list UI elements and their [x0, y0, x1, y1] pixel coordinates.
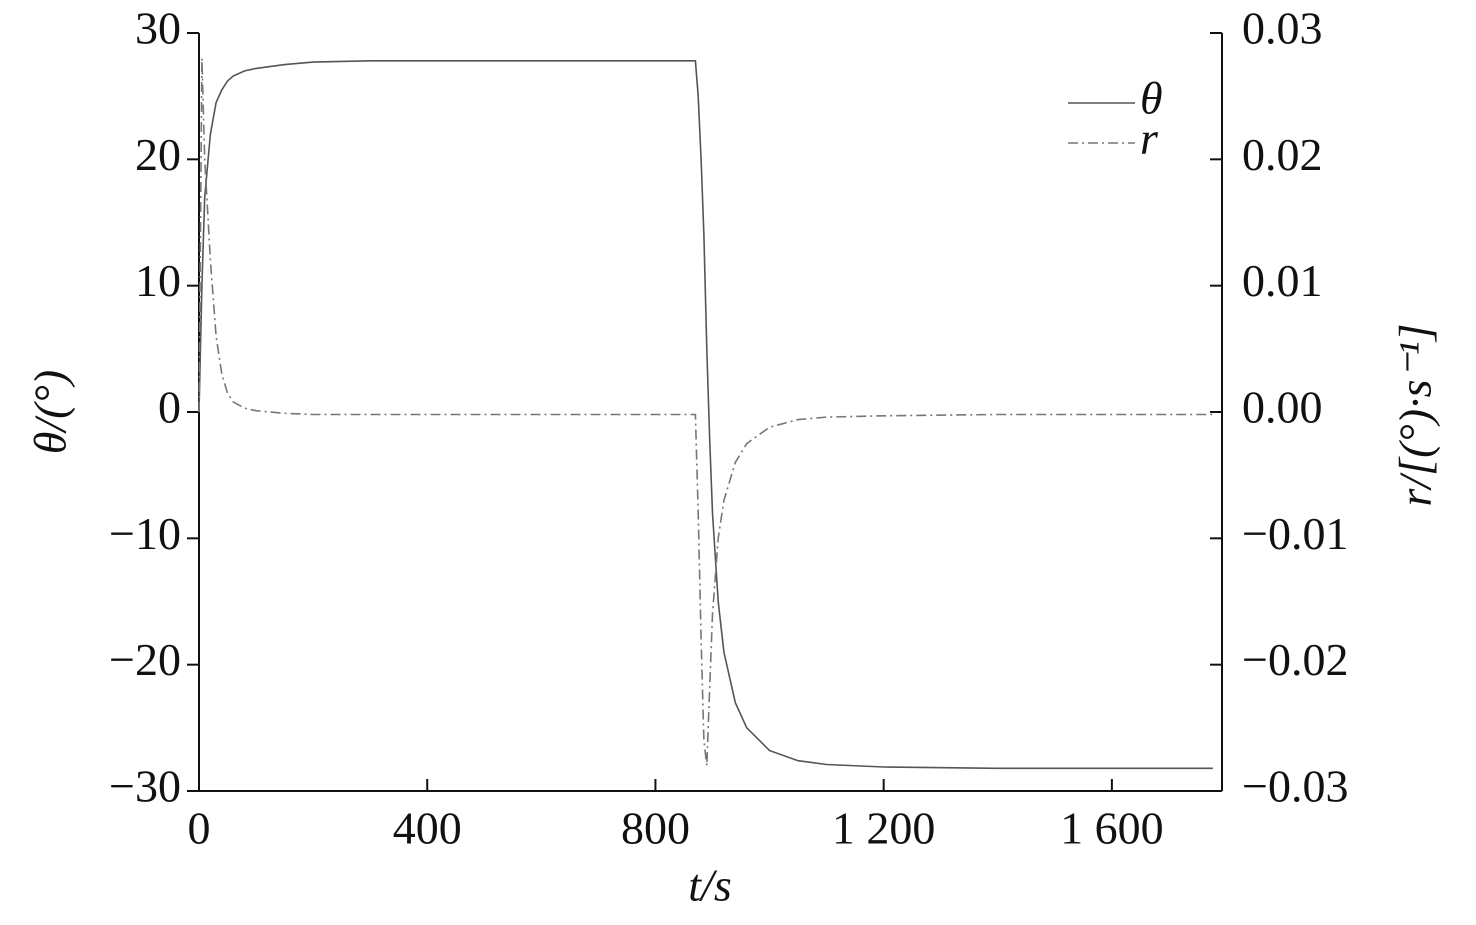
y-tick-label: 0	[158, 382, 181, 433]
y2-axis-label: r/[(°)·s⁻¹]	[1390, 324, 1441, 507]
y-tick-label: 30	[135, 3, 181, 54]
y-tick-label: −10	[109, 508, 181, 559]
y-tick-label: 20	[135, 129, 181, 180]
legend-label: θ	[1140, 73, 1163, 124]
x-tick-label: 0	[188, 803, 211, 854]
series-line	[198, 60, 1213, 770]
y2-tick-label: −0.03	[1242, 761, 1348, 812]
y2-tick-label: 0.03	[1242, 3, 1323, 54]
x-tick-label: 800	[621, 803, 690, 854]
y-tick-label: 10	[135, 255, 181, 306]
x-axis-label: t/s	[688, 860, 731, 911]
y-axis-label: θ/(°)	[25, 370, 76, 454]
legend-label: r	[1140, 113, 1159, 164]
y2-tick-label: −0.01	[1242, 508, 1348, 559]
x-tick-label: 1 200	[832, 803, 936, 854]
y2-tick-label: 0.00	[1242, 382, 1323, 433]
y2-tick-label: 0.02	[1242, 129, 1323, 180]
x-tick-label: 400	[393, 803, 462, 854]
y2-tick-label: 0.01	[1242, 255, 1323, 306]
y-tick-label: −20	[109, 634, 181, 685]
x-tick-label: 1 600	[1060, 803, 1164, 854]
series-line	[198, 58, 1213, 766]
y2-tick-label: −0.02	[1242, 634, 1348, 685]
y-tick-label: −30	[109, 761, 181, 812]
